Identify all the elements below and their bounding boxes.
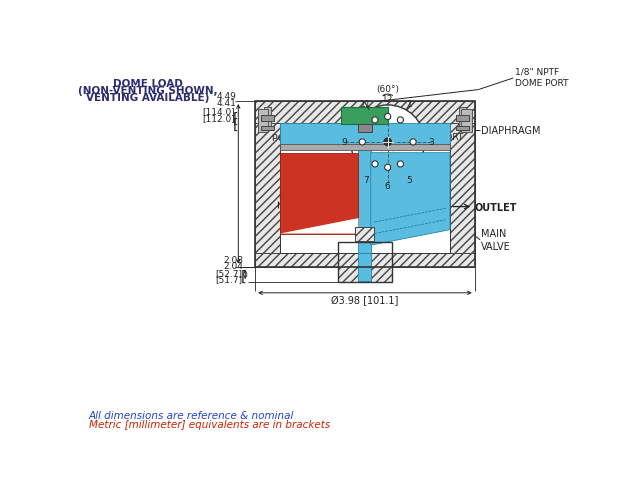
Text: [114.0]: [114.0]	[202, 107, 235, 116]
Text: DIAPHRAGM: DIAPHRAGM	[481, 126, 541, 136]
Circle shape	[372, 162, 378, 167]
Circle shape	[398, 118, 404, 124]
Text: (60°): (60°)	[376, 84, 399, 93]
Bar	[280, 123, 450, 145]
Text: OUTLET: OUTLET	[475, 202, 518, 212]
Bar	[450, 123, 475, 253]
Bar	[261, 116, 274, 122]
Text: 9: 9	[341, 138, 347, 147]
Bar	[280, 123, 450, 253]
Bar	[280, 153, 358, 234]
Text: 1/8" NPTF
DOME PORT: 1/8" NPTF DOME PORT	[515, 67, 568, 87]
Text: 3: 3	[429, 138, 434, 147]
Bar	[358, 253, 371, 281]
Text: [: [	[241, 269, 246, 283]
Text: 3: 3	[440, 142, 446, 151]
Text: 2.04: 2.04	[224, 262, 244, 271]
Text: (SPRING & DOME): (SPRING & DOME)	[282, 142, 367, 151]
Text: MAIN
VALVE: MAIN VALVE	[481, 229, 511, 251]
Text: 4.49: 4.49	[217, 91, 237, 100]
Text: Ø3.98 [101.1]: Ø3.98 [101.1]	[331, 296, 399, 305]
Bar	[264, 108, 271, 130]
Bar	[255, 102, 475, 267]
Text: All dimensions are reference & nominal: All dimensions are reference & nominal	[89, 410, 294, 421]
Circle shape	[384, 165, 391, 171]
Text: [52.7]: [52.7]	[215, 269, 242, 278]
Circle shape	[384, 139, 391, 147]
Bar	[261, 126, 274, 131]
Bar	[258, 109, 268, 133]
Bar	[338, 242, 391, 283]
Circle shape	[398, 162, 404, 167]
Circle shape	[372, 118, 378, 124]
Text: PORT: PORT	[440, 133, 463, 142]
Circle shape	[351, 106, 424, 180]
Bar	[356, 228, 374, 242]
Bar	[357, 125, 371, 133]
Bar	[255, 102, 475, 123]
Bar	[461, 109, 472, 133]
Text: 2.08: 2.08	[224, 256, 244, 265]
Text: DOME LOAD: DOME LOAD	[112, 79, 182, 89]
Text: 6: 6	[385, 182, 391, 191]
Bar	[459, 108, 466, 130]
Bar	[280, 145, 450, 151]
Bar	[358, 151, 371, 253]
Text: [: [	[232, 118, 238, 132]
Text: VENTING AVAILABLE): VENTING AVAILABLE)	[86, 92, 209, 103]
Text: 1: 1	[407, 100, 412, 109]
Circle shape	[359, 139, 366, 146]
Bar	[341, 108, 388, 125]
Text: INLET: INLET	[278, 190, 309, 200]
Text: [51.7]: [51.7]	[215, 275, 242, 284]
Bar	[456, 116, 469, 122]
Bar	[456, 126, 469, 131]
Bar	[255, 123, 280, 253]
Text: 4.41: 4.41	[217, 99, 237, 108]
Text: (NON-VENTING SHOWN,: (NON-VENTING SHOWN,	[78, 86, 217, 96]
Polygon shape	[280, 219, 358, 234]
Text: [: [	[232, 112, 238, 126]
Circle shape	[384, 114, 391, 121]
Bar	[255, 253, 475, 267]
Text: [112.0]: [112.0]	[202, 114, 235, 122]
Text: 5: 5	[407, 176, 412, 185]
Circle shape	[410, 139, 416, 146]
Text: 11: 11	[360, 100, 371, 109]
Bar	[338, 242, 391, 283]
Text: 12: 12	[382, 94, 393, 103]
Text: Metric [millimeter] equivalents are in brackets: Metric [millimeter] equivalents are in b…	[89, 419, 330, 429]
Polygon shape	[371, 153, 450, 245]
Text: PORT CONFIGURATION: PORT CONFIGURATION	[271, 134, 378, 142]
Text: 7: 7	[363, 176, 369, 185]
